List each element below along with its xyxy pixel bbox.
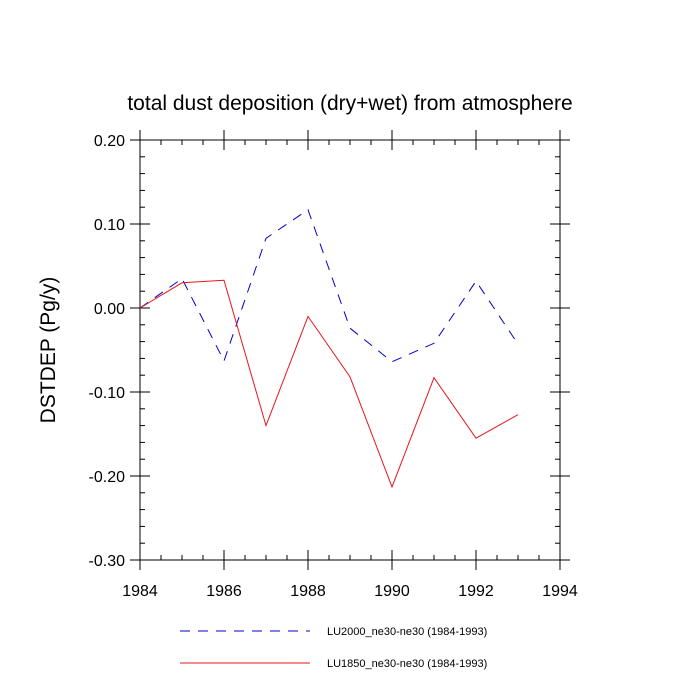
plot-frame — [139, 139, 561, 561]
x-tick-label: 1990 — [374, 583, 410, 600]
legend-label-1: LU2000_ne30-ne30 (1984-1993) — [327, 626, 487, 638]
x-tick-label: 1994 — [542, 583, 578, 600]
y-tick-label: -0.20 — [89, 469, 126, 486]
y-tick-labels: -0.30 -0.20 -0.10 0.00 0.10 0.20 — [89, 133, 126, 570]
series-line-2 — [139, 279, 519, 489]
y-tick-label: -0.30 — [89, 553, 126, 570]
axis-ticks — [130, 130, 570, 570]
x-tick-label: 1988 — [290, 583, 326, 600]
y-tick-label: 0.20 — [94, 133, 125, 150]
chart-title: total dust deposition (dry+wet) from atm… — [127, 92, 572, 115]
y-tick-label: 0.10 — [94, 217, 125, 234]
y-tick-label: -0.10 — [89, 385, 126, 402]
x-tick-label: 1992 — [458, 583, 494, 600]
series-line-1 — [139, 208, 519, 363]
series-lines — [139, 208, 519, 489]
x-tick-label: 1984 — [122, 583, 158, 600]
legend-label-2: LU1850_ne30-ne30 (1984-1993) — [327, 658, 487, 670]
x-tick-label: 1986 — [206, 583, 242, 600]
legend: LU2000_ne30-ne30 (1984-1993) LU1850_ne30-… — [180, 626, 487, 670]
y-axis-label: DSTDEP (Pg/y) — [37, 277, 60, 424]
x-tick-labels: 1984 1986 1988 1990 1992 1994 — [122, 583, 578, 600]
y-tick-label: 0.00 — [94, 301, 125, 318]
